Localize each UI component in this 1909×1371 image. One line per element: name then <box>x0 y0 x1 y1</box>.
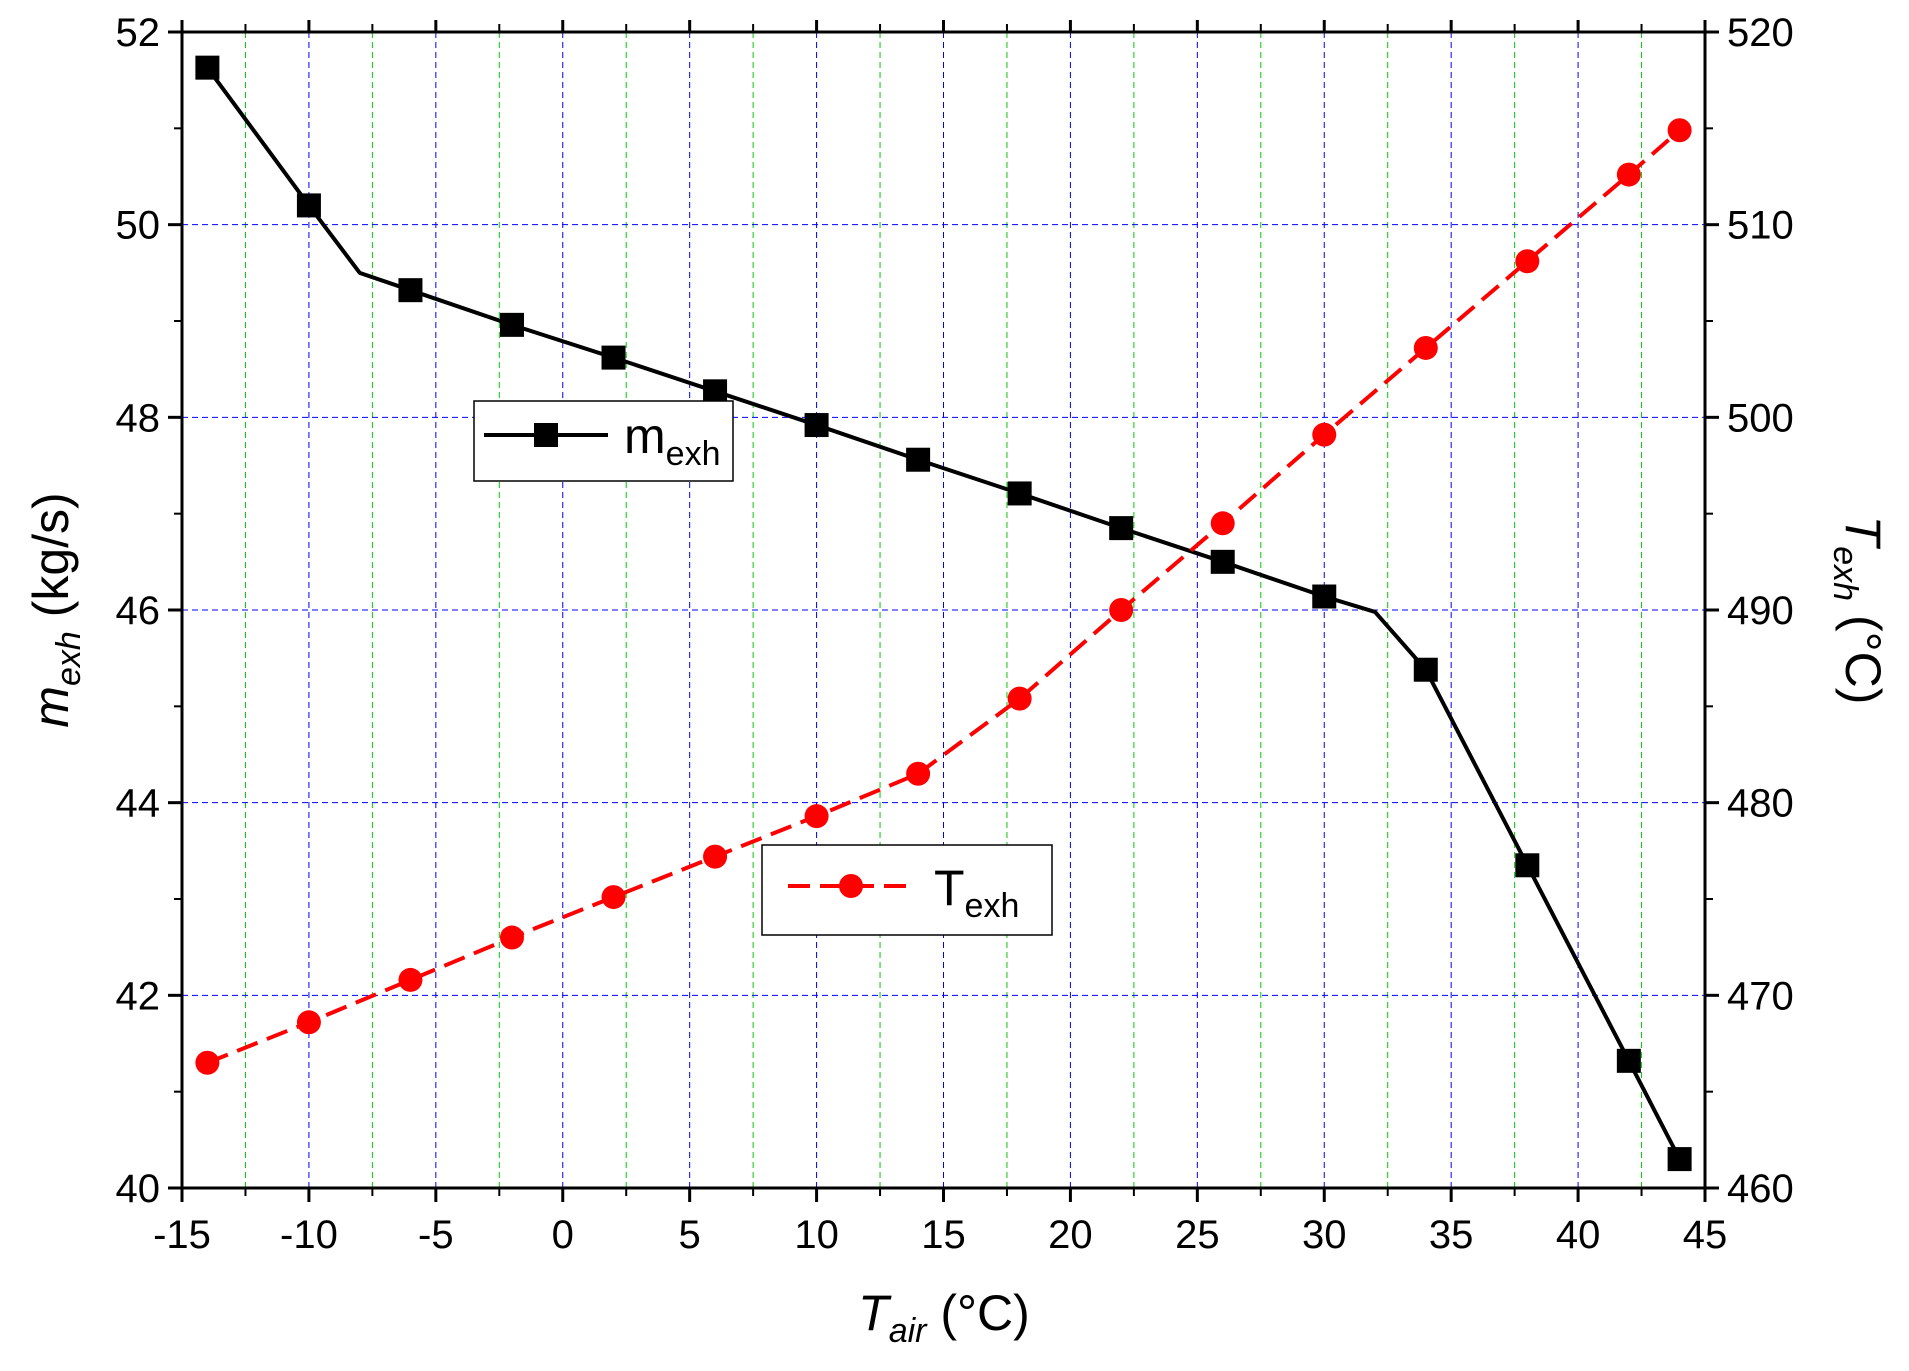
x-tick-label: 15 <box>921 1213 966 1257</box>
x-tick-label: 25 <box>1175 1213 1220 1257</box>
y-axis-right-title: Texh (°C) <box>1826 516 1891 705</box>
series-0-point <box>499 312 524 337</box>
legend-texh-box <box>761 844 1053 936</box>
y-left-tick-label: 52 <box>116 11 161 55</box>
y-axis-left-title: mexh (kg/s) <box>23 492 88 727</box>
x-tick-label: 35 <box>1429 1213 1474 1257</box>
x-axis-title: Tair (°C) <box>858 1285 1030 1350</box>
series-1-point <box>1667 118 1692 143</box>
series-0-point <box>1413 657 1438 682</box>
grid <box>182 32 1705 1188</box>
legend-mexh-box <box>473 400 734 482</box>
series-1-point <box>1312 422 1337 447</box>
series-1-point <box>296 1010 321 1035</box>
series-1-point <box>195 1050 220 1075</box>
x-tick-label: -10 <box>280 1213 338 1257</box>
x-tick-label: 45 <box>1683 1213 1728 1257</box>
series-1-point <box>398 967 423 992</box>
y-left-tick-label: 44 <box>116 782 161 826</box>
legend-texh: Texh <box>761 844 1053 936</box>
x-tick-label: 5 <box>679 1213 701 1257</box>
y-right-tick-label: 520 <box>1727 11 1794 55</box>
legend-mexh-marker <box>534 423 558 447</box>
x-tick-label: 20 <box>1048 1213 1093 1257</box>
y-left-tick-label: 46 <box>116 589 161 633</box>
series-0-point <box>1109 516 1134 541</box>
series-1-point <box>703 844 728 869</box>
x-tick-label: 40 <box>1556 1213 1601 1257</box>
y-left-tick-label: 48 <box>116 396 161 440</box>
y-left-tick-label: 40 <box>116 1167 161 1211</box>
series-line-1 <box>206 128 1681 1065</box>
series-1-point <box>906 761 931 786</box>
series-0-point <box>296 193 321 218</box>
y-right-tick-label: 510 <box>1727 204 1794 248</box>
legend-mexh-label: mexh <box>624 408 720 473</box>
y-left-tick-label: 42 <box>116 974 161 1018</box>
series-1-point <box>1109 598 1134 622</box>
series-1-point <box>499 925 524 950</box>
ticks: -15 -10 -5 0 5 10 15 20 25 30 35 40 4540424446485052… <box>116 11 1794 1257</box>
series-0-point <box>1616 1048 1641 1073</box>
series-0-point <box>906 447 931 472</box>
legend-mexh: mexh <box>473 400 734 482</box>
series-0-point <box>398 278 423 303</box>
series-1-point <box>601 885 626 910</box>
x-tick-label: -5 <box>418 1213 454 1257</box>
series-1-point <box>1007 686 1032 711</box>
series-1-point <box>804 804 829 829</box>
series-0-point <box>804 413 829 438</box>
y-left-tick-label: 50 <box>116 204 161 248</box>
y-right-tick-label: 460 <box>1727 1167 1794 1211</box>
legend-texh-label: Texh <box>934 860 1019 925</box>
series-0-point <box>1312 584 1337 609</box>
series-0-point <box>601 345 626 370</box>
series-1-point <box>1616 162 1641 187</box>
y-right-tick-label: 500 <box>1727 396 1794 440</box>
series-0-point <box>1210 549 1235 574</box>
x-tick-label: -15 <box>153 1213 211 1257</box>
series-0-point <box>1515 853 1540 878</box>
y-right-tick-label: 470 <box>1727 974 1794 1018</box>
series-1-point <box>1413 335 1438 360</box>
y-right-tick-label: 480 <box>1727 782 1794 826</box>
series-0-point <box>703 379 728 404</box>
y-right-tick-label: 490 <box>1727 589 1794 633</box>
series-0-point <box>1007 481 1032 506</box>
series-0-point <box>1667 1147 1692 1172</box>
series-layer <box>195 55 1692 1172</box>
x-tick-label: 30 <box>1302 1213 1347 1257</box>
series-1-point <box>1210 511 1235 536</box>
x-tick-label: 10 <box>794 1213 839 1257</box>
series-1-point <box>1515 249 1540 274</box>
legend-texh-marker <box>839 874 863 898</box>
x-tick-label: 0 <box>552 1213 574 1257</box>
series-0-point <box>195 55 220 80</box>
